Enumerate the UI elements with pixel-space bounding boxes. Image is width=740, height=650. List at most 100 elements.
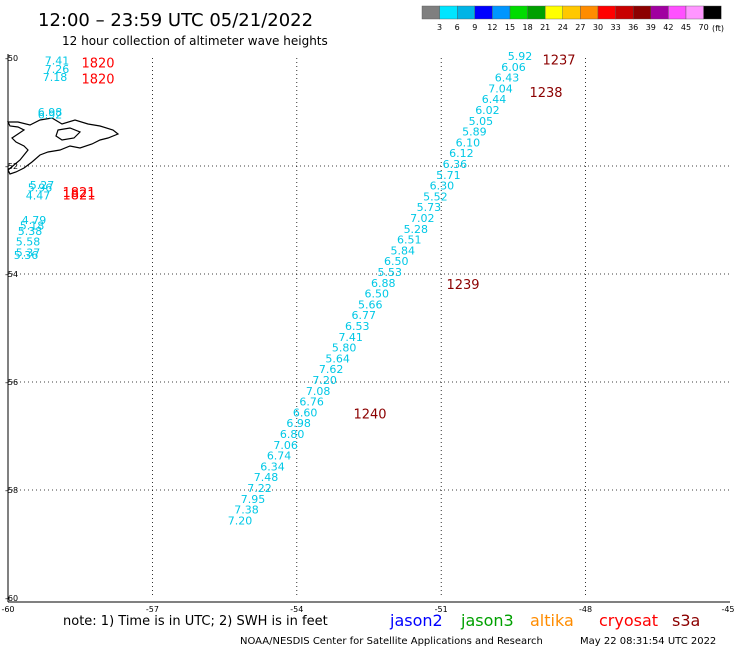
- legend-swatch: [597, 5, 616, 20]
- legend-label: 42: [663, 23, 673, 32]
- satellite-name: jason3: [460, 611, 514, 630]
- wave-height-label: 6.76: [299, 396, 324, 409]
- lat-label: -50: [5, 54, 18, 63]
- wave-height-label: 6.51: [397, 234, 422, 247]
- legend-label: 70: [699, 23, 709, 32]
- wave-height-label: 6.50: [364, 288, 389, 301]
- wave-height-label: 7.02: [410, 212, 435, 225]
- wave-height-label: 6.50: [384, 255, 409, 268]
- west-track: 7.417.267.18 6.986.92 5.275.964.47 4.795.18…: [14, 55, 70, 262]
- wave-height-label: 5.71: [436, 169, 461, 182]
- wave-height-label: 6.34: [260, 460, 285, 473]
- legend-swatch: [685, 5, 704, 20]
- satellite-name: s3a: [672, 611, 700, 630]
- satellite-name: jason2: [389, 611, 443, 630]
- wave-height-label: 6.44: [482, 93, 507, 106]
- wave-height-label: 5.80: [332, 342, 357, 355]
- legend-swatch: [580, 5, 599, 20]
- wave-height-label: 5.37: [16, 246, 41, 259]
- satellite-name: cryosat: [599, 611, 658, 630]
- wave-height-label: 7.20: [312, 374, 337, 387]
- wave-height-label: 7.08: [306, 385, 331, 398]
- wave-height-label: 7.18: [43, 71, 68, 84]
- legend-label: 39: [646, 23, 656, 32]
- wave-height-label: 6.60: [293, 406, 318, 419]
- satellite-name: altika: [530, 611, 574, 630]
- time-label: 1239: [446, 278, 479, 293]
- legend-label: 3: [437, 23, 442, 32]
- graticule: [8, 58, 730, 598]
- wave-height-label: 7.06: [273, 439, 298, 452]
- wave-height-label: 6.43: [495, 72, 520, 85]
- legend-swatch: [474, 5, 493, 20]
- wave-height-label: 7.95: [241, 493, 266, 506]
- time-label: 1821: [62, 186, 95, 201]
- jason-track: 5.926.066.437.046.446.025.055.896.106.12…: [228, 50, 533, 527]
- wave-height-label: 5.92: [508, 50, 533, 63]
- wave-height-label: 5.96: [28, 182, 53, 195]
- time-label: 1240: [353, 407, 386, 422]
- wave-height-label: 6.92: [38, 109, 63, 122]
- legend-label: 30: [593, 23, 603, 32]
- footer-credit: NOAA/NESDIS Center for Satellite Applica…: [240, 636, 543, 647]
- wave-height-label: 5.89: [462, 126, 487, 139]
- wave-height-label: 6.10: [456, 136, 481, 149]
- legend-swatch: [668, 5, 687, 20]
- wave-height-label: 5.18: [20, 219, 45, 232]
- legend-label: 33: [611, 23, 621, 32]
- legend-swatch: [703, 5, 722, 20]
- falkland-islands-coastline: [7, 117, 120, 175]
- lat-label: -56: [5, 378, 18, 387]
- axis-labels: -50-52-54-56-58-60-60 -57 -54 -51 -48 -45: [1, 54, 734, 614]
- wave-height-label: 6.30: [430, 180, 455, 193]
- map-title: 12:00 – 23:59 UTC 05/21/2022: [38, 10, 313, 31]
- legend-label: 27: [575, 23, 585, 32]
- wave-height-label: 5.73: [417, 201, 442, 214]
- lon-label: -45: [721, 605, 734, 614]
- time-label: 1238: [529, 86, 562, 101]
- wave-height-label: 4.47: [26, 190, 51, 203]
- wave-height-label: 6.88: [371, 277, 396, 290]
- wave-height-label: 5.36: [14, 249, 39, 262]
- footer-timestamp: May 22 08:31:54 UTC 2022: [580, 636, 716, 647]
- wave-height-label: 7.26: [45, 63, 70, 76]
- wave-height-label: 7.41: [338, 331, 363, 344]
- legend-swatch: [492, 5, 511, 20]
- time-label: 1820: [81, 73, 114, 88]
- wave-height-label: 7.41: [45, 55, 70, 68]
- legend-label: 15: [505, 23, 515, 32]
- lat-label: -60: [5, 594, 18, 603]
- wave-height-label: 5.66: [358, 298, 383, 311]
- legend-label: 6: [455, 23, 460, 32]
- legend-label: 36: [628, 23, 638, 32]
- map-subtitle: 12 hour collection of altimeter wave hei…: [62, 34, 328, 48]
- wave-height-label: 6.74: [267, 450, 292, 463]
- legend-label: 24: [558, 23, 568, 32]
- lon-label: -54: [290, 605, 303, 614]
- legend-swatch: [545, 5, 564, 20]
- wave-height-label: 6.98: [38, 106, 63, 119]
- wave-height-label: 6.02: [475, 104, 500, 117]
- footer-note: note: 1) Time is in UTC; 2) SWH is in fe…: [63, 614, 328, 629]
- satellite-legend: jason2 jason3 altika cryosat s3a: [389, 611, 700, 630]
- legend-swatch: [527, 5, 546, 20]
- wave-height-label: 7.38: [234, 504, 259, 517]
- wave-height-label: 6.36: [443, 158, 468, 171]
- lon-label: -51: [435, 605, 448, 614]
- wave-height-label: 5.52: [423, 190, 448, 203]
- legend-swatch: [615, 5, 634, 20]
- legend-label: 12: [487, 23, 497, 32]
- wave-height-label: 4.79: [22, 214, 47, 227]
- wave-height-label: 6.06: [501, 61, 526, 74]
- legend-label: 45: [681, 23, 691, 32]
- wave-height-label: 6.12: [449, 147, 474, 160]
- wave-height-label: 7.48: [254, 471, 279, 484]
- wave-height-label: 7.04: [488, 82, 513, 95]
- time-label: 1821: [62, 189, 95, 204]
- legend-swatch: [650, 5, 669, 20]
- wave-height-label: 5.05: [469, 115, 494, 128]
- wave-height-label: 6.53: [345, 320, 370, 333]
- lat-label: -58: [5, 486, 18, 495]
